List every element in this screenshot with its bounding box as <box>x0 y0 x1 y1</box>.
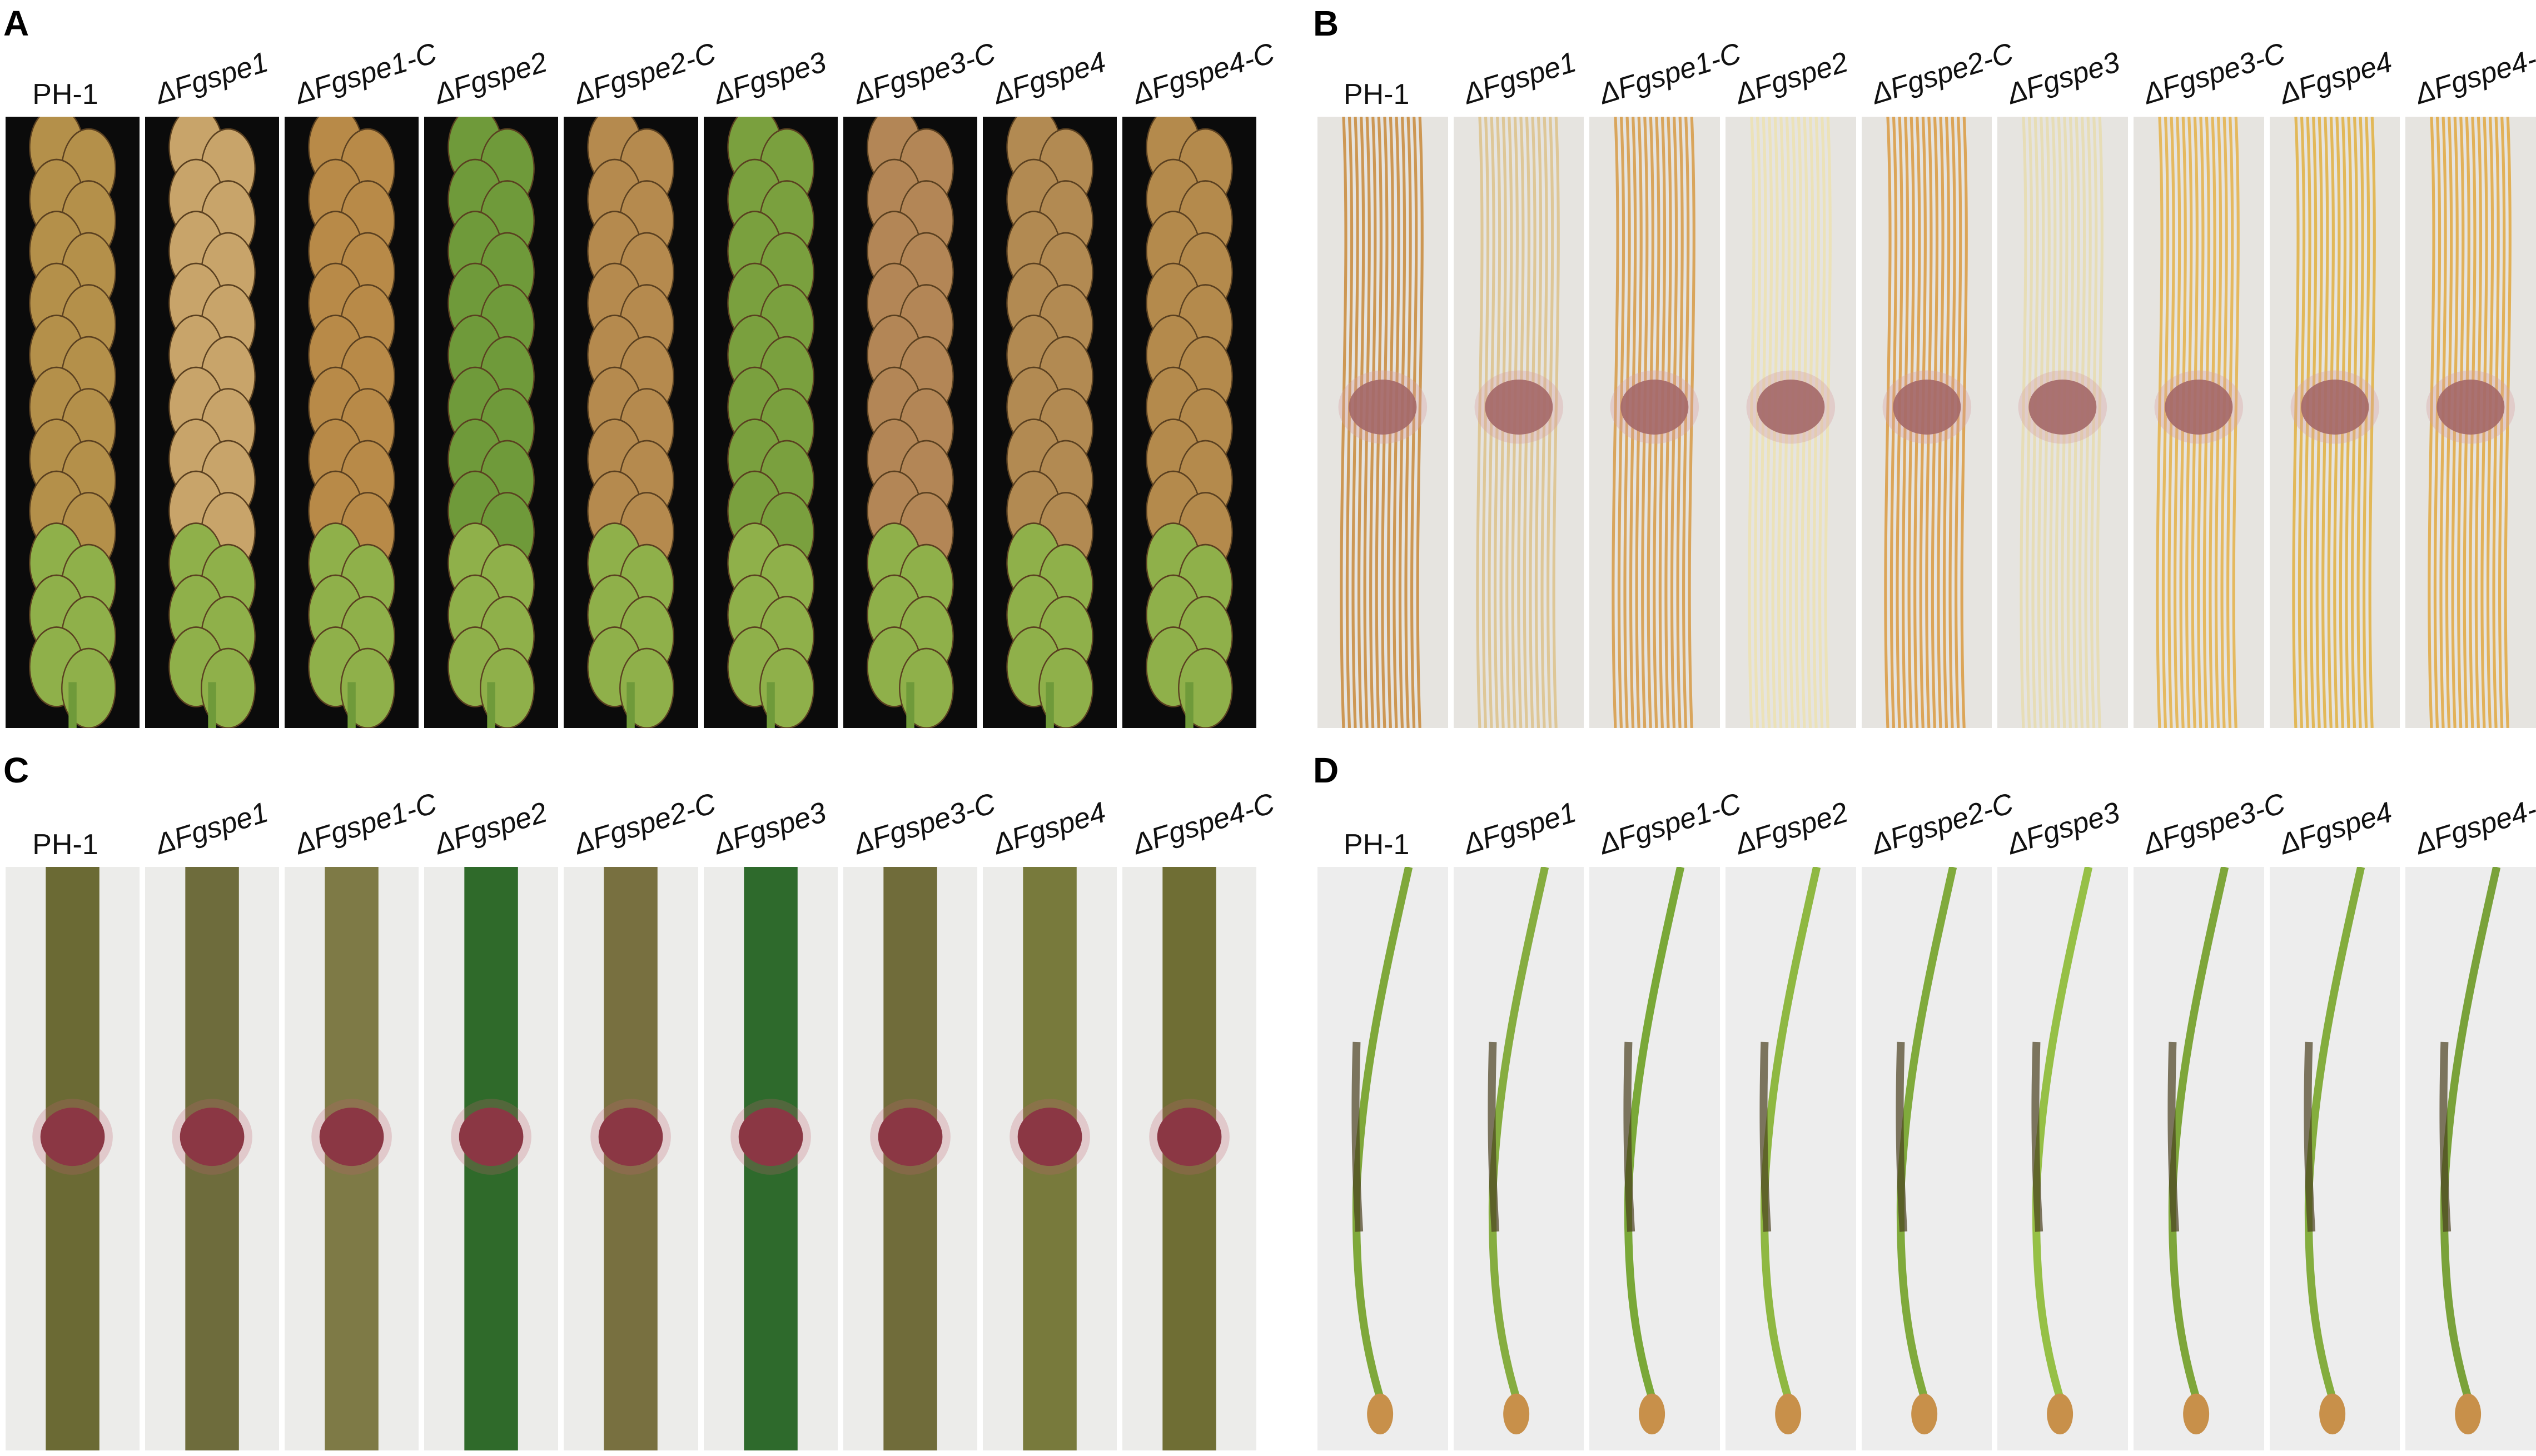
sample-image <box>982 117 1117 728</box>
strain-labels: PH-1 ΔFgspe1 ΔFgspe1-C ΔFgspe2 ΔFgspe2-C ΔFgs… <box>1312 37 2536 111</box>
sample-image <box>2134 117 2264 728</box>
panel-letter: D <box>1313 750 1339 790</box>
sample-image <box>2269 117 2400 728</box>
strain-label: ΔFgspe2-C <box>1867 787 2017 861</box>
sample-image <box>1997 117 2129 728</box>
strain-labels: PH-1 ΔFgspe1 ΔFgspe1-C ΔFgspe2 ΔFgspe2-C ΔFgs… <box>0 37 1278 111</box>
sample-image <box>2405 867 2536 1450</box>
strain-label: ΔFgspe4-C <box>1128 37 1279 111</box>
sample-image <box>6 867 140 1450</box>
sample-image <box>1726 867 1856 1450</box>
sample-image <box>424 867 559 1450</box>
strain-label: PH-1 <box>1343 829 1410 861</box>
strain-label: ΔFgspe1 <box>151 46 272 111</box>
strain-label: ΔFgspe1 <box>1459 796 1580 861</box>
image-strips <box>6 117 1256 728</box>
strain-label: ΔFgspe4-C <box>2411 37 2536 111</box>
sample-image <box>564 867 698 1450</box>
strain-label: ΔFgspe2-C <box>1867 37 2017 111</box>
strain-label: ΔFgspe2 <box>431 46 551 111</box>
sample-image <box>843 867 977 1450</box>
panel-letter: C <box>3 750 29 790</box>
sample-image <box>2405 117 2536 728</box>
strain-label: ΔFgspe4-C <box>2411 787 2536 861</box>
sample-image <box>285 867 419 1450</box>
strain-label: ΔFgspe3-C <box>849 37 1000 111</box>
strain-label: ΔFgspe2 <box>1731 796 1852 861</box>
strain-label: ΔFgspe3 <box>710 46 831 111</box>
strain-label: PH-1 <box>32 829 98 861</box>
sample-image <box>843 117 977 728</box>
strain-label: ΔFgspe1-C <box>1595 787 1745 861</box>
strain-label: ΔFgspe1 <box>151 796 272 861</box>
sample-image <box>703 117 838 728</box>
panel-c: C PH-1 ΔFgspe1 ΔFgspe1-C ΔFgspe2 ΔFgspe2-C ΔF… <box>0 745 1278 1456</box>
sample-image <box>1861 117 1992 728</box>
sample-image <box>1453 117 1584 728</box>
strain-labels: PH-1 ΔFgspe1 ΔFgspe1-C ΔFgspe2 ΔFgspe2-C ΔFgs… <box>0 787 1278 861</box>
strain-label: ΔFgspe1-C <box>291 37 441 111</box>
sample-image <box>6 117 140 728</box>
sample-image <box>424 117 559 728</box>
sample-image <box>1997 867 2129 1450</box>
strain-label: ΔFgspe4 <box>989 46 1110 111</box>
strain-label: ΔFgspe4 <box>2275 46 2396 111</box>
sample-image <box>564 117 698 728</box>
sample-image <box>145 867 280 1450</box>
strain-label: ΔFgspe2 <box>431 796 551 861</box>
sample-image <box>145 117 280 728</box>
sample-image <box>1589 117 1720 728</box>
strain-label: PH-1 <box>1343 78 1410 111</box>
strain-labels: PH-1 ΔFgspe1 ΔFgspe1-C ΔFgspe2 ΔFgspe2-C ΔFgs… <box>1312 787 2536 861</box>
strain-label: ΔFgspe3-C <box>2139 787 2289 861</box>
panel-d: D PH-1 ΔFgspe1 ΔFgspe1-C ΔFgspe2 ΔFgspe2-C ΔF… <box>1312 745 2536 1456</box>
strain-label: ΔFgspe3 <box>710 796 831 861</box>
sample-image <box>1861 867 1992 1450</box>
sample-image <box>982 867 1117 1450</box>
panel-letter: A <box>3 3 29 43</box>
strain-label: ΔFgspe2 <box>1731 46 1852 111</box>
strain-label: ΔFgspe4 <box>2275 796 2396 861</box>
strain-label: ΔFgspe2-C <box>570 787 720 861</box>
sample-image <box>1453 867 1584 1450</box>
strain-label: ΔFgspe3 <box>2003 796 2124 861</box>
panel-a: A PH-1 ΔFgspe1 ΔFgspe1-C ΔFgspe2 ΔFgspe2-C ΔF… <box>0 0 1278 734</box>
strain-label: ΔFgspe1 <box>1459 46 1580 111</box>
panel-b: B PH-1 ΔFgspe1 ΔFgspe1-C ΔFgspe2 ΔFgspe2-C ΔF… <box>1312 0 2536 734</box>
image-strips <box>1317 867 2536 1450</box>
sample-image <box>2269 867 2400 1450</box>
strain-label: ΔFgspe4 <box>989 796 1110 861</box>
strain-label: ΔFgspe3-C <box>849 787 1000 861</box>
strain-label: ΔFgspe2-C <box>570 37 720 111</box>
strain-label: ΔFgspe4-C <box>1128 787 1279 861</box>
sample-image <box>1317 117 1448 728</box>
sample-image <box>1589 867 1720 1450</box>
strain-label: ΔFgspe3 <box>2003 46 2124 111</box>
strain-label: ΔFgspe1-C <box>291 787 441 861</box>
strain-label: ΔFgspe1-C <box>1595 37 1745 111</box>
sample-image <box>1122 867 1256 1450</box>
sample-image <box>1726 117 1856 728</box>
sample-image <box>703 867 838 1450</box>
sample-image <box>1122 117 1256 728</box>
image-strips <box>6 867 1256 1450</box>
sample-image <box>2134 867 2264 1450</box>
sample-image <box>1317 867 1448 1450</box>
strain-label: ΔFgspe3-C <box>2139 37 2289 111</box>
strain-label: PH-1 <box>32 78 98 111</box>
image-strips <box>1317 117 2536 728</box>
sample-image <box>285 117 419 728</box>
panel-letter: B <box>1313 3 1339 43</box>
